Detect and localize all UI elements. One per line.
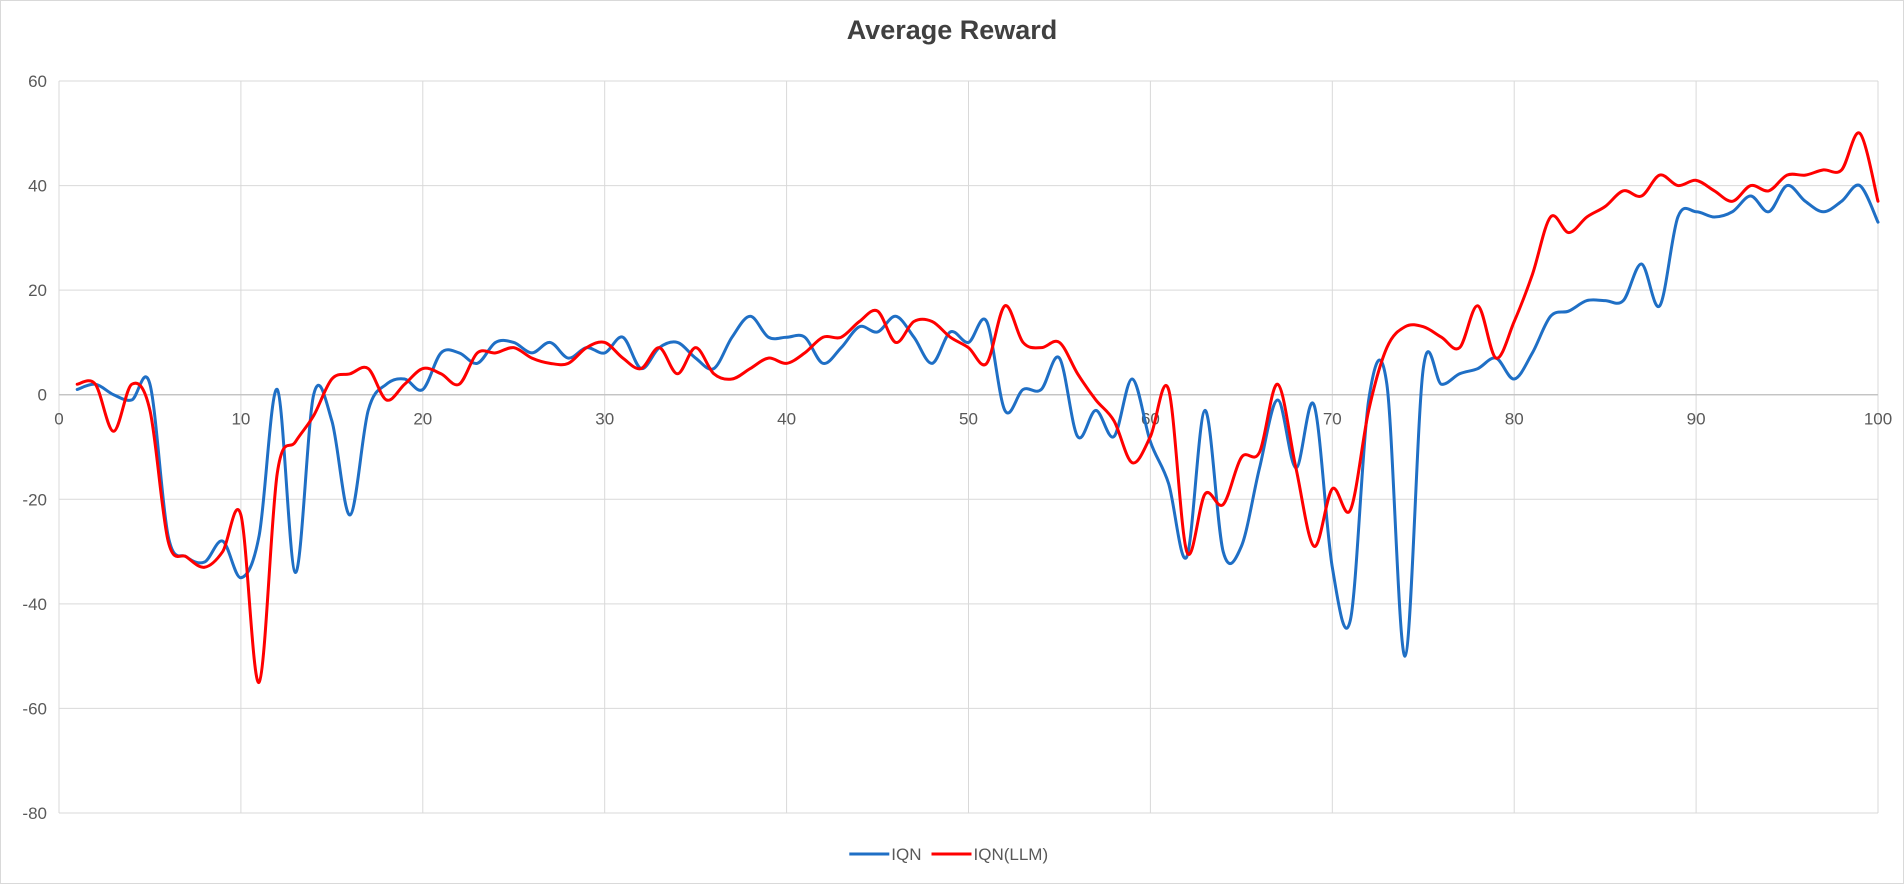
x-tick-label: 50 — [959, 410, 978, 429]
legend-label: IQN(LLM) — [974, 845, 1049, 864]
x-tick-label: 30 — [595, 410, 614, 429]
series-lines — [75, 131, 1880, 684]
y-tick-label: 40 — [28, 177, 47, 196]
legend: IQN IQN(LLM) — [849, 845, 1048, 864]
x-tick-label: 80 — [1505, 410, 1524, 429]
series-line-iqn — [75, 183, 1880, 658]
x-tick-label: 0 — [54, 410, 63, 429]
legend-item: IQN(LLM) — [931, 845, 1049, 864]
x-tick-label: 70 — [1323, 410, 1342, 429]
chart-title: Average Reward — [846, 15, 1058, 45]
x-tick-label: 40 — [777, 410, 796, 429]
y-tick-label: 0 — [38, 386, 47, 405]
legend-item: IQN — [849, 845, 922, 864]
legend-label: IQN — [891, 845, 921, 864]
x-tick-label: 100 — [1864, 410, 1892, 429]
y-tick-label: 20 — [28, 281, 47, 300]
x-tick-label: 10 — [231, 410, 250, 429]
y-tick-label: -20 — [22, 490, 47, 509]
x-tick-label: 90 — [1687, 410, 1706, 429]
y-tick-label: -40 — [22, 595, 47, 614]
series-line-iqn-llm — [75, 131, 1880, 684]
y-tick-label: -80 — [22, 804, 47, 823]
grid — [58, 80, 1879, 814]
x-tick-label: 20 — [413, 410, 432, 429]
y-tick-label: -60 — [22, 699, 47, 718]
y-tick-label: 60 — [28, 72, 47, 91]
